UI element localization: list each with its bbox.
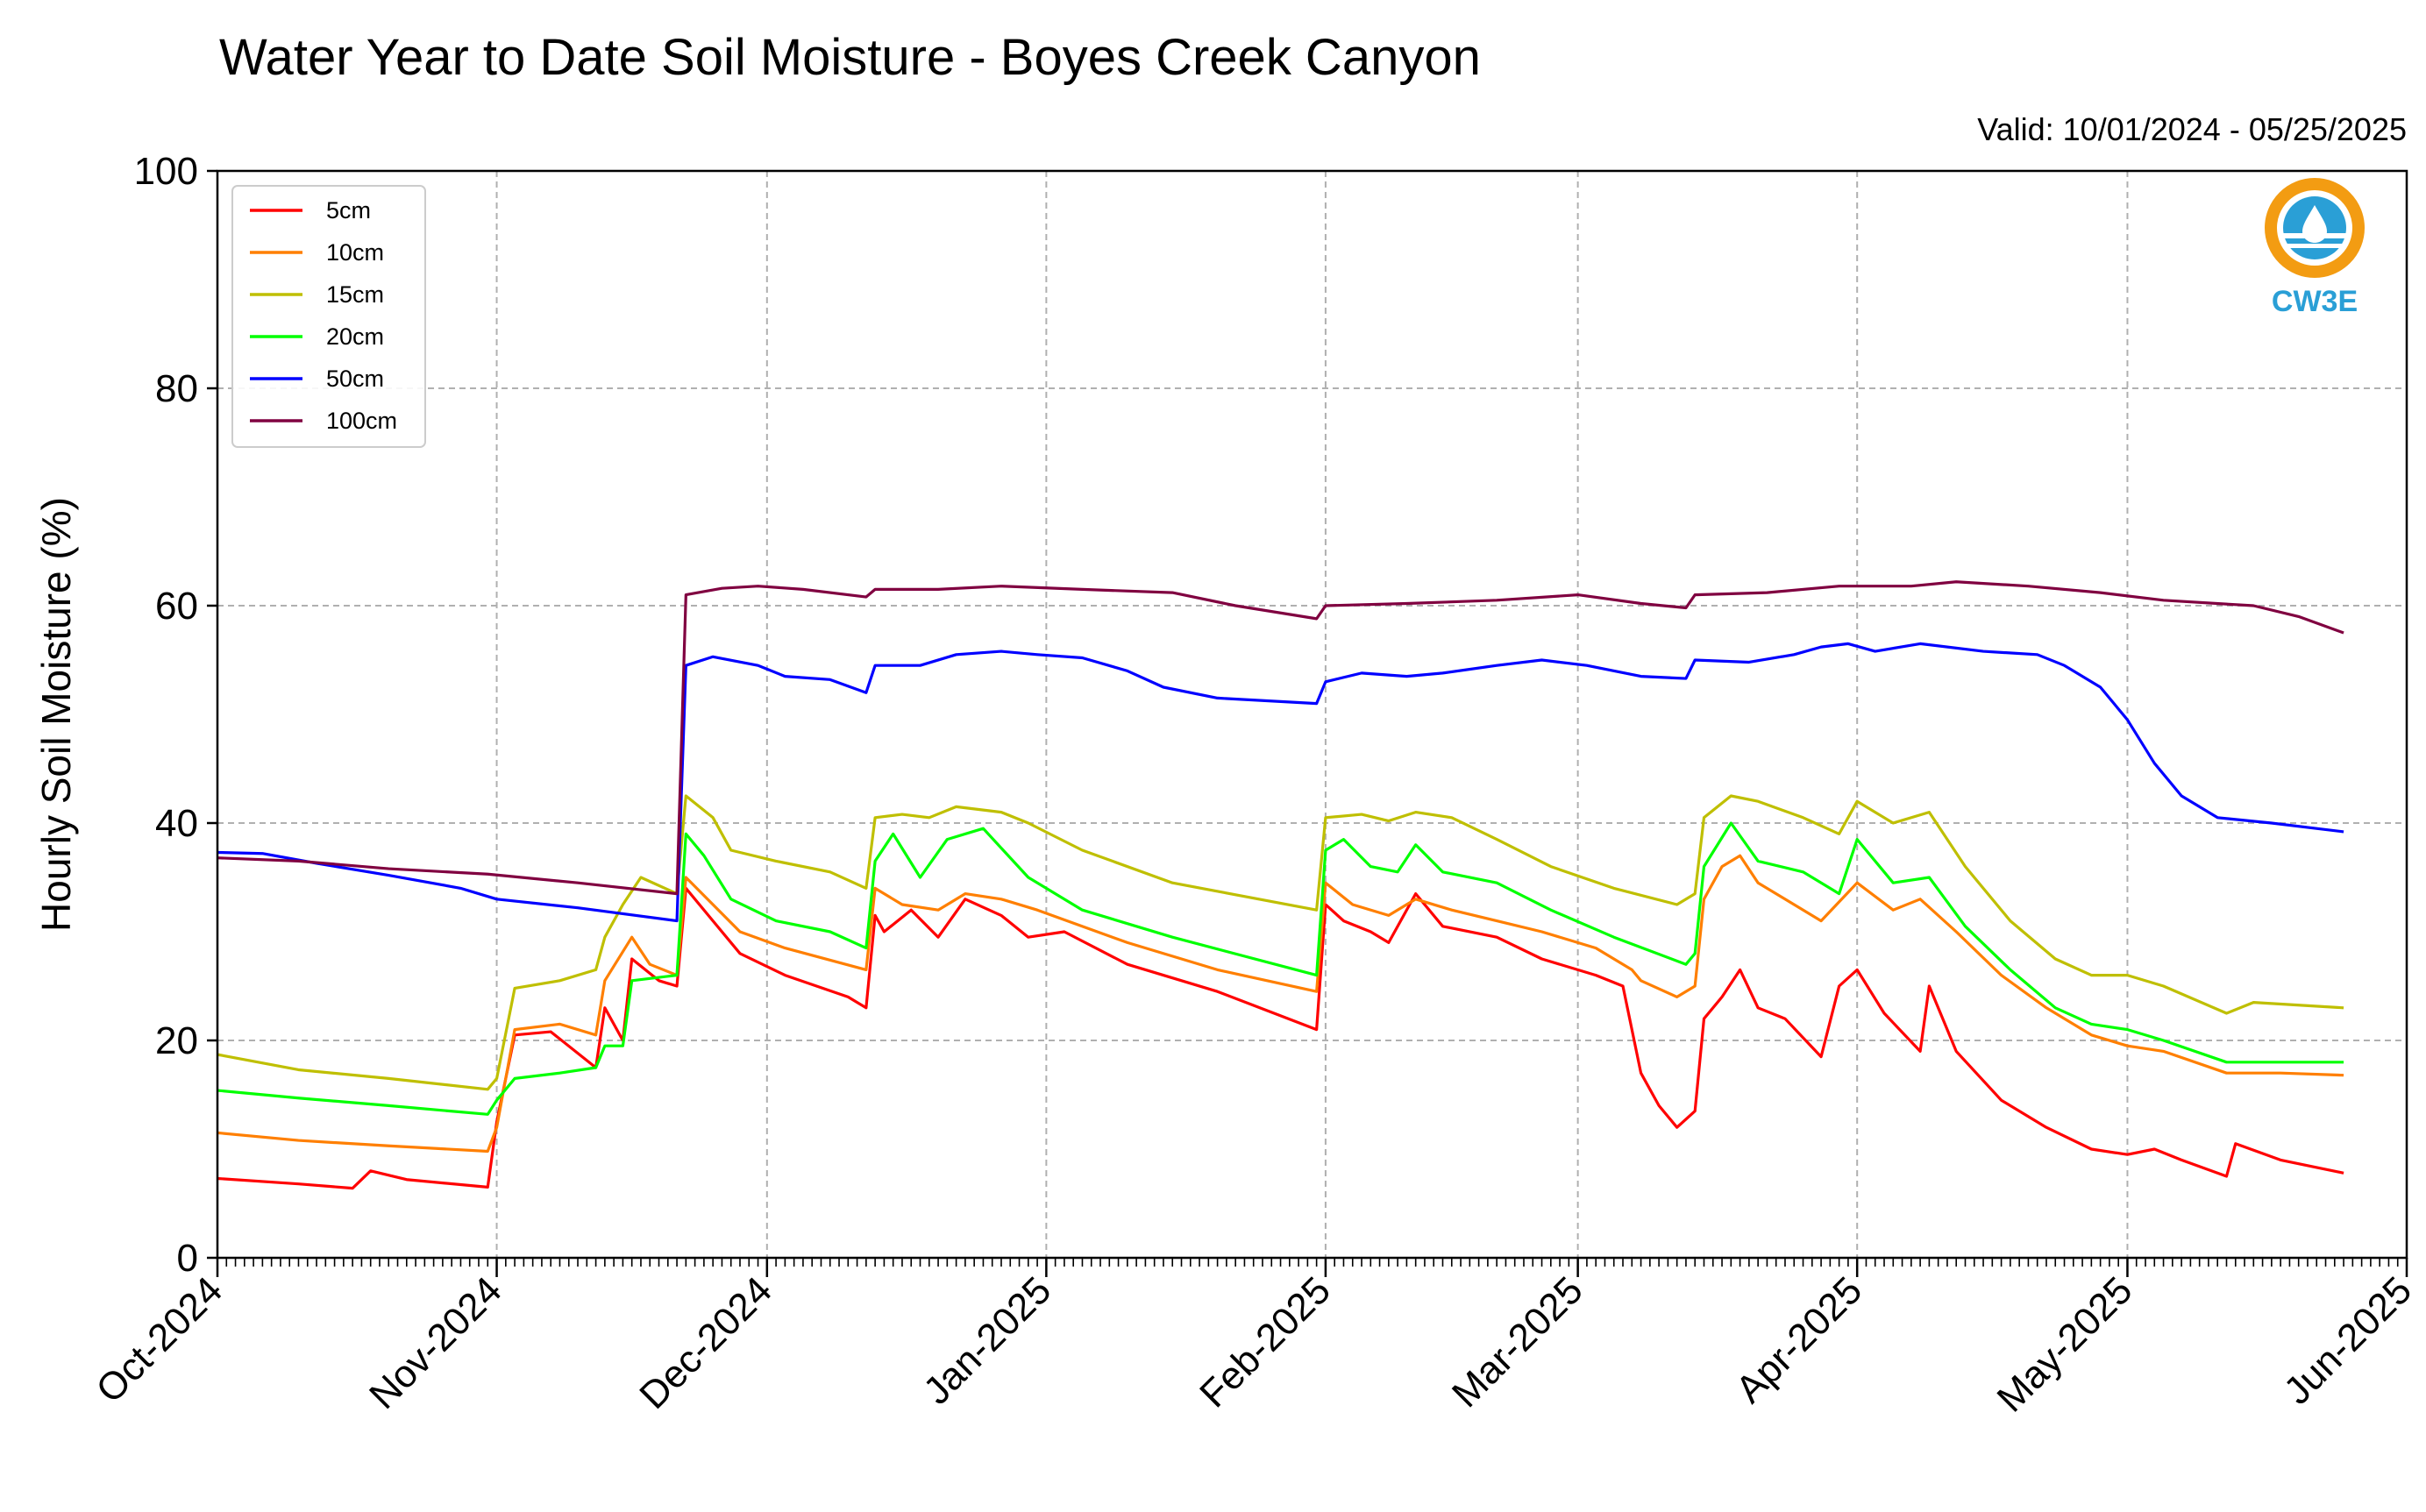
legend-label: 50cm (326, 366, 384, 392)
series-line-50cm (217, 642, 2344, 923)
x-tick-label: Dec-2024 (631, 1268, 780, 1417)
series-line-10cm (217, 854, 2344, 1154)
logo-drop-icon (2302, 205, 2327, 243)
legend-label: 5cm (326, 197, 371, 224)
x-tick-labels: Oct-2024 Nov-2024 Dec-2024 Jan-2025 Feb-2025… (88, 1268, 2420, 1420)
y-tick-label: 20 (155, 1019, 198, 1062)
plot-frame (216, 169, 2408, 1260)
series-lines (217, 580, 2344, 1190)
y-tick-labels: 0 20 40 60 80 100 (134, 150, 198, 1280)
y-tick-label: 60 (155, 585, 198, 628)
series-line-100cm (217, 580, 2344, 896)
axis-ticks (207, 169, 2408, 1277)
y-axis-label: Hourly Soil Moisture (%) (33, 497, 79, 932)
cw3e-logo: CW3E (2265, 178, 2365, 318)
x-tick-label: Mar-2025 (1444, 1268, 1591, 1416)
y-tick-label: 0 (177, 1237, 198, 1280)
y-tick-label: 100 (134, 150, 198, 193)
legend-label: 10cm (326, 239, 384, 266)
legend-label: 15cm (326, 281, 384, 308)
x-tick-label: Oct-2024 (88, 1268, 231, 1411)
series-line-15cm (217, 794, 2344, 1091)
x-tick-label: May-2025 (1989, 1268, 2141, 1420)
logo-text: CW3E (2272, 285, 2358, 318)
legend: 5cm 10cm 15cm 20cm 50cm 100cm (231, 185, 426, 448)
x-tick-label: Apr-2025 (1728, 1268, 1871, 1411)
y-tick-label: 80 (155, 367, 198, 410)
legend-label: 20cm (326, 323, 384, 350)
logo-wave-2 (2285, 244, 2344, 248)
grid-lines (217, 171, 2407, 1258)
legend-label: 100cm (326, 408, 397, 434)
logo-ring-icon (2265, 178, 2365, 278)
series-line-20cm (217, 821, 2344, 1116)
y-tick-label: 40 (155, 802, 198, 845)
x-tick-label: Jan-2025 (915, 1268, 1059, 1412)
chart-subtitle: Valid: 10/01/2024 - 05/25/2025 (1977, 111, 2407, 147)
x-tick-label: Feb-2025 (1192, 1268, 1339, 1416)
x-tick-label: Nov-2024 (361, 1268, 510, 1417)
x-tick-label: Jun-2025 (2276, 1268, 2420, 1412)
chart-title: Water Year to Date Soil Moisture - Boyes… (219, 29, 1481, 86)
